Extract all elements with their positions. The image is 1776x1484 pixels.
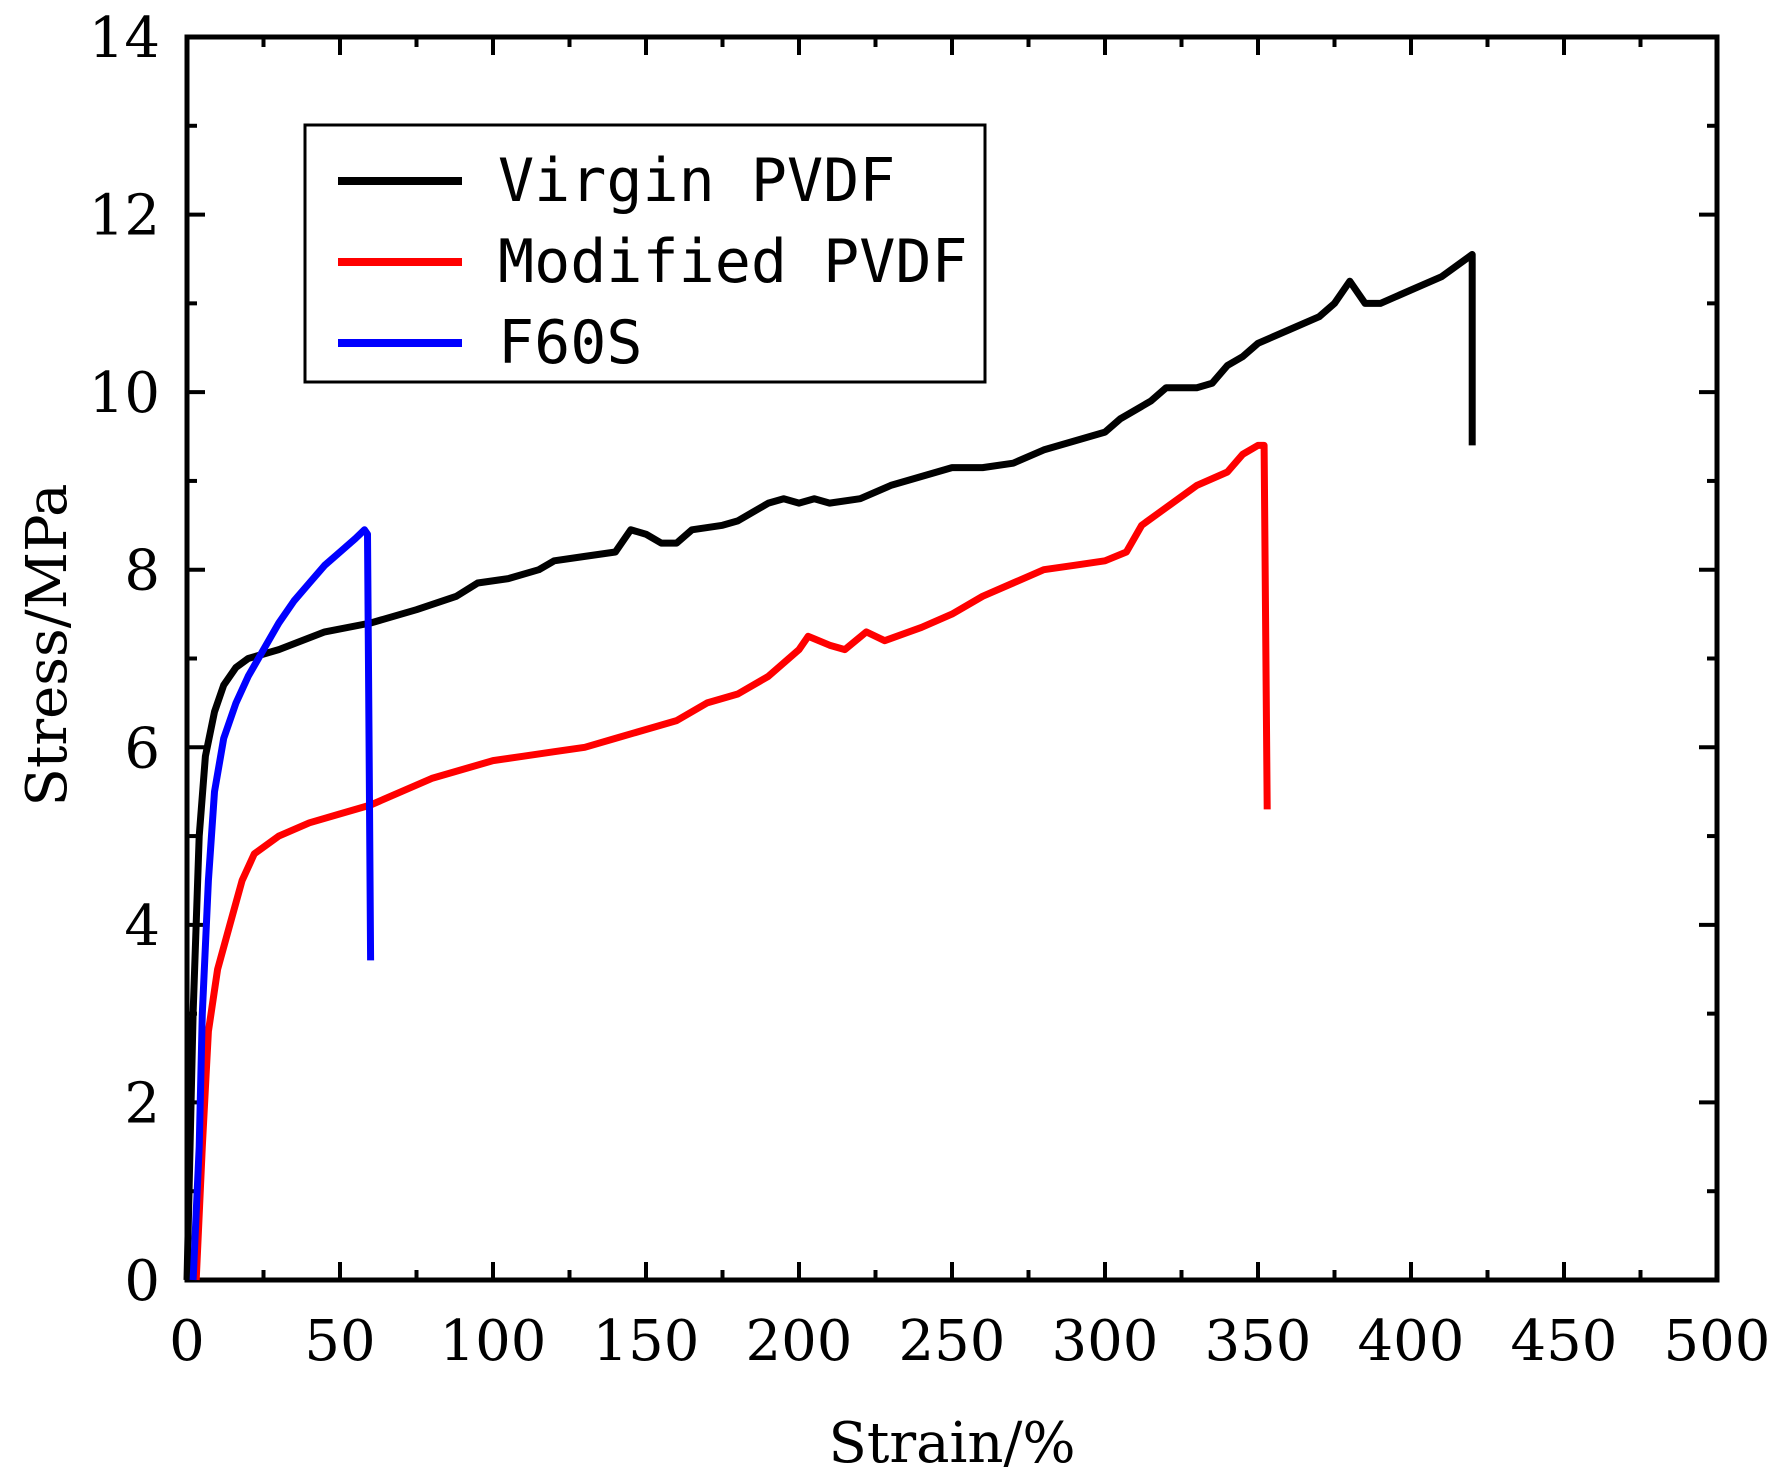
x-tick-label: 250: [899, 1309, 1006, 1374]
y-axis-tick-labels: 0 2 4 6 8 10 12 14: [89, 6, 160, 1314]
series-line-modified-pvdf: [192, 441, 1271, 1281]
legend: Virgin PVDF Modified PVDF F60S: [303, 123, 987, 384]
x-axis-ticks: [185, 37, 1719, 1280]
series-line-virgin-pvdf: [183, 251, 1476, 1281]
series-lines: [183, 251, 1476, 1281]
x-tick-label: 500: [1664, 1309, 1771, 1374]
y-tick-label: 0: [124, 1249, 160, 1314]
y-axis-title: Stress/MPa: [15, 483, 80, 806]
legend-label-virgin-pvdf: Virgin PVDF: [498, 146, 895, 216]
x-axis-title: Strain/%: [828, 1411, 1075, 1476]
x-tick-label: 200: [746, 1309, 853, 1374]
y-tick-label: 6: [124, 716, 160, 781]
y-tick-label: 12: [89, 184, 160, 249]
y-tick-label: 10: [89, 361, 160, 426]
x-tick-label: 50: [304, 1309, 375, 1374]
legend-label-modified-pvdf: Modified PVDF: [498, 227, 968, 297]
x-axis-tick-labels: 0 50 100 150 200 250 300 350 400 450 500: [169, 1309, 1770, 1374]
y-tick-label: 8: [124, 539, 160, 604]
x-tick-label: 400: [1358, 1309, 1465, 1374]
x-tick-label: 150: [593, 1309, 700, 1374]
y-tick-label: 2: [124, 1071, 160, 1136]
y-tick-label: 14: [89, 6, 160, 71]
y-tick-label: 4: [124, 894, 160, 959]
x-tick-label: 100: [440, 1309, 547, 1374]
x-tick-label: 350: [1205, 1309, 1312, 1374]
x-tick-label: 450: [1511, 1309, 1618, 1374]
x-tick-label: 300: [1052, 1309, 1159, 1374]
x-tick-label: 0: [169, 1309, 205, 1374]
legend-label-f60s: F60S: [498, 308, 643, 378]
series-line-f60s: [189, 526, 375, 1281]
y-axis-ticks: [187, 35, 1717, 1282]
